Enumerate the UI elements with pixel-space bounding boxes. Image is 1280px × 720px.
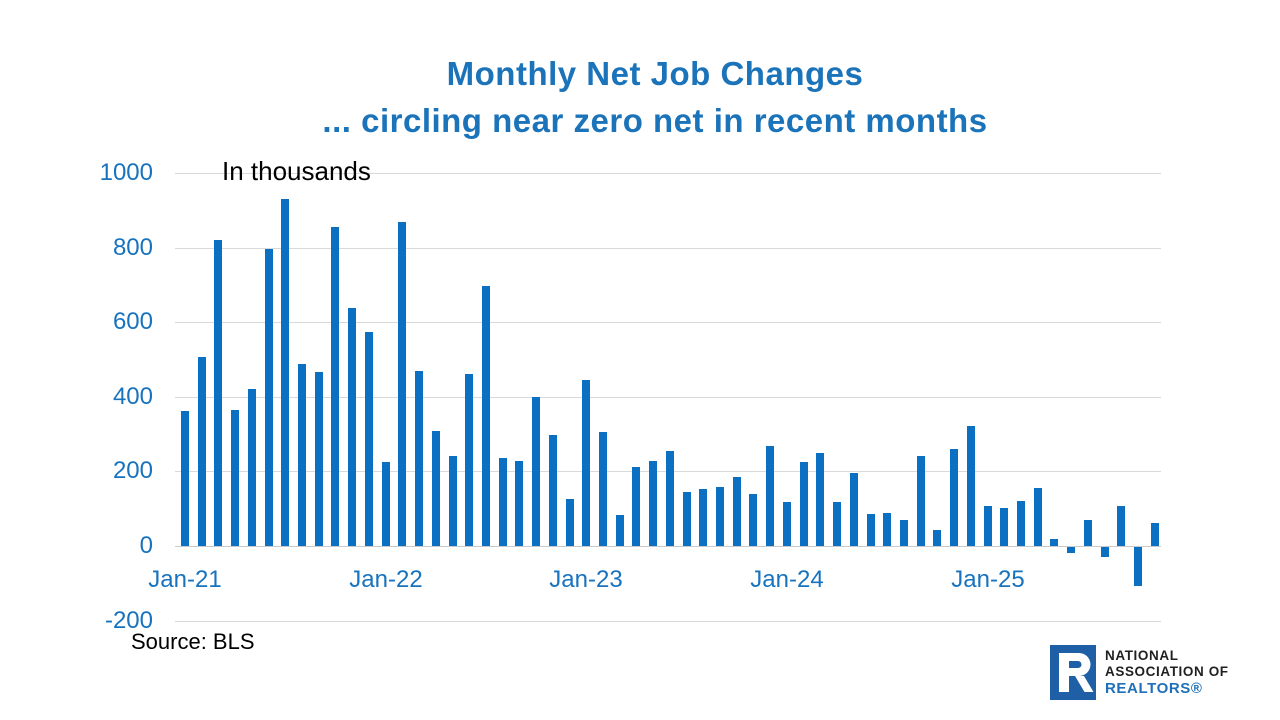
bar-Oct-25: [1134, 547, 1142, 586]
bar-Jul-23: [683, 492, 691, 546]
bar-Dec-23: [766, 446, 774, 546]
bar-Sep-25: [1117, 506, 1125, 546]
bar-Sep-22: [515, 461, 523, 546]
bar-Jun-21: [265, 249, 273, 546]
bar-Jul-24: [883, 513, 891, 546]
bar-Jun-22: [465, 374, 473, 546]
bar-Feb-23: [599, 432, 607, 546]
bar-Jan-25: [984, 506, 992, 546]
bar-Apr-21: [231, 410, 239, 546]
gridline-0: [175, 546, 1161, 547]
bar-May-23: [649, 461, 657, 546]
bar-Nov-22: [549, 435, 557, 546]
gridline-600: [175, 322, 1161, 323]
bar-Apr-22: [432, 431, 440, 546]
bar-Feb-24: [800, 462, 808, 546]
bar-Sep-21: [315, 372, 323, 546]
y-tick-label-0: 0: [139, 532, 153, 559]
chart-title-line2: ... circling near zero net in recent mon…: [322, 102, 988, 139]
bar-Apr-24: [833, 502, 841, 546]
gridline--200: [175, 621, 1161, 622]
bar-May-24: [850, 473, 858, 546]
bar-May-22: [449, 456, 457, 546]
nar-r-icon: [1050, 645, 1096, 700]
bar-Nov-21: [348, 308, 356, 546]
chart-title-line1: Monthly Net Job Changes: [446, 55, 864, 92]
bar-Jan-23: [582, 380, 590, 546]
bar-Oct-23: [733, 477, 741, 546]
logo-line1: NATIONAL: [1105, 648, 1179, 663]
y-tick-label-1000: 1000: [99, 159, 153, 186]
x-tick-label-Jan-22: Jan-22: [349, 566, 423, 593]
bar-Aug-22: [499, 458, 507, 546]
bar-Mar-25: [1017, 501, 1025, 546]
nar-logo: NATIONAL ASSOCIATION OF REALTORS®: [1050, 645, 1229, 700]
gridline-1000: [175, 173, 1161, 174]
bar-Jun-25: [1067, 547, 1075, 553]
bar-Dec-24: [967, 426, 975, 546]
chart-title: Monthly Net Job Changes ... circling nea…: [30, 50, 1280, 144]
nar-logo-text: NATIONAL ASSOCIATION OF REALTORS®: [1105, 645, 1229, 697]
bar-Feb-25: [1000, 508, 1008, 546]
bar-Nov-23: [749, 494, 757, 546]
bar-Oct-24: [933, 530, 941, 546]
bar-Jan-22: [382, 462, 390, 546]
x-tick-label-Jan-23: Jan-23: [549, 566, 623, 593]
bar-Nov-25: [1151, 523, 1159, 546]
gridline-800: [175, 248, 1161, 249]
y-tick-label-200: 200: [112, 457, 153, 484]
bar-Apr-23: [632, 467, 640, 546]
gridline-400: [175, 397, 1161, 398]
bar-Jul-21: [281, 199, 289, 546]
bar-Dec-22: [566, 499, 574, 546]
bar-Dec-21: [365, 332, 373, 546]
bar-Aug-23: [699, 489, 707, 546]
bar-Jan-24: [783, 502, 791, 546]
bar-Oct-22: [532, 397, 540, 546]
bar-Jul-25: [1084, 520, 1092, 546]
bar-Feb-22: [398, 222, 406, 546]
bar-Jun-23: [666, 451, 674, 546]
logo-line2: ASSOCIATION OF: [1105, 664, 1229, 679]
source-note: Source: BLS: [131, 629, 255, 654]
x-tick-label-Jan-24: Jan-24: [750, 566, 824, 593]
y-tick-label--200: -200: [104, 607, 153, 634]
logo-line3: REALTORS®: [1105, 680, 1203, 697]
bar-Mar-24: [816, 453, 824, 546]
units-label: In thousands: [222, 156, 371, 186]
bar-Mar-22: [415, 371, 423, 546]
y-tick-label-400: 400: [112, 383, 153, 410]
x-tick-label-Jan-21: Jan-21: [148, 566, 222, 593]
bar-Oct-21: [331, 227, 339, 546]
x-tick-label-Jan-25: Jan-25: [951, 566, 1025, 593]
bar-Feb-21: [198, 357, 206, 546]
y-tick-label-600: 600: [112, 308, 153, 335]
bar-Apr-25: [1034, 488, 1042, 546]
bar-Jul-22: [482, 286, 490, 546]
bar-Sep-24: [917, 456, 925, 546]
bar-Aug-25: [1101, 547, 1109, 557]
bar-Sep-23: [716, 487, 724, 546]
y-tick-label-800: 800: [112, 234, 153, 261]
bar-Jan-21: [181, 411, 189, 546]
bar-Jun-24: [867, 514, 875, 546]
bar-May-25: [1050, 539, 1058, 546]
bar-Aug-21: [298, 364, 306, 546]
bar-May-21: [248, 389, 256, 546]
bar-Mar-23: [616, 515, 624, 546]
bar-Mar-21: [214, 240, 222, 546]
bar-Nov-24: [950, 449, 958, 546]
bar-Aug-24: [900, 520, 908, 546]
